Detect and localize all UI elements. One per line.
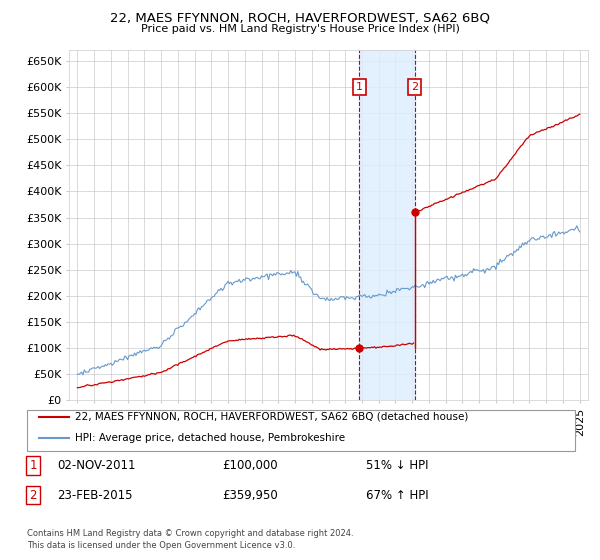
Text: 22, MAES FFYNNON, ROCH, HAVERFORDWEST, SA62 6BQ: 22, MAES FFYNNON, ROCH, HAVERFORDWEST, S… <box>110 11 490 24</box>
Bar <box>359 50 415 400</box>
Text: 1: 1 <box>29 459 37 473</box>
Text: 67% ↑ HPI: 67% ↑ HPI <box>366 488 428 502</box>
Text: Contains HM Land Registry data © Crown copyright and database right 2024.
This d: Contains HM Land Registry data © Crown c… <box>27 529 353 550</box>
Text: Price paid vs. HM Land Registry's House Price Index (HPI): Price paid vs. HM Land Registry's House … <box>140 24 460 34</box>
Text: £359,950: £359,950 <box>222 488 278 502</box>
Text: 22, MAES FFYNNON, ROCH, HAVERFORDWEST, SA62 6BQ (detached house): 22, MAES FFYNNON, ROCH, HAVERFORDWEST, S… <box>75 412 469 422</box>
Text: 2: 2 <box>29 488 37 502</box>
Text: 23-FEB-2015: 23-FEB-2015 <box>57 488 133 502</box>
Text: 1: 1 <box>356 82 363 92</box>
Text: HPI: Average price, detached house, Pembrokeshire: HPI: Average price, detached house, Pemb… <box>75 433 345 443</box>
Text: 51% ↓ HPI: 51% ↓ HPI <box>366 459 428 473</box>
Text: 2: 2 <box>411 82 418 92</box>
Text: 02-NOV-2011: 02-NOV-2011 <box>57 459 136 473</box>
Text: £100,000: £100,000 <box>222 459 278 473</box>
